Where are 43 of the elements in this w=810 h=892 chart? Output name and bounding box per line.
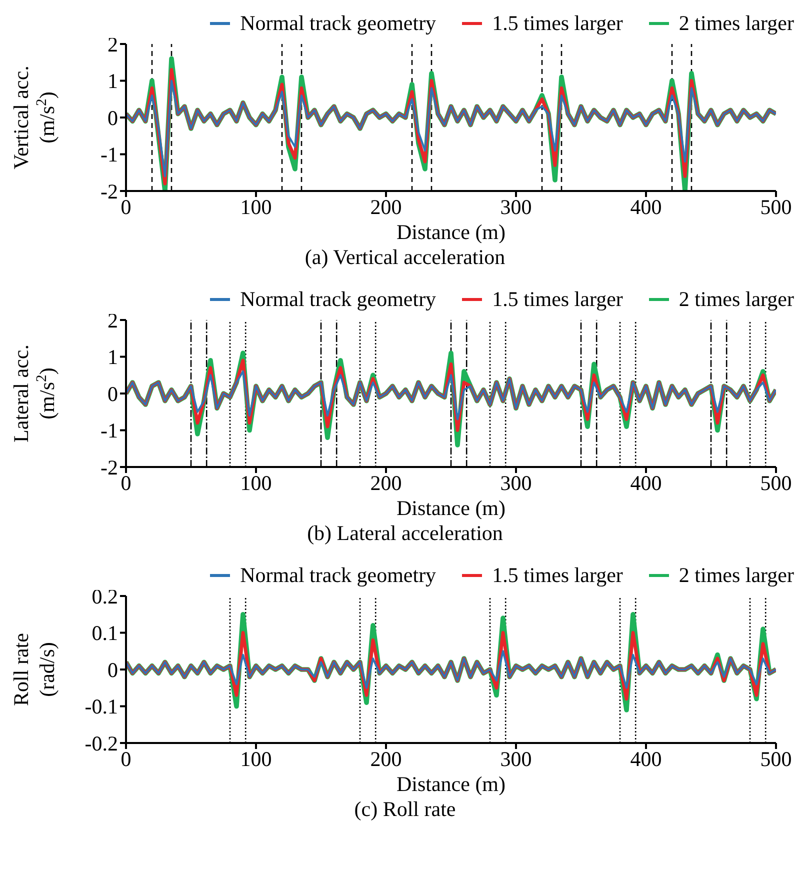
line-series <box>126 370 776 420</box>
line-series <box>126 650 776 689</box>
x-tick-label: 100 <box>240 746 272 771</box>
x-tick-label: 400 <box>630 194 662 219</box>
x-tick-label: 400 <box>630 470 662 495</box>
x-tick-label: 100 <box>240 470 272 495</box>
y-tick-label: 1 <box>108 69 118 94</box>
x-tick-label: 200 <box>370 746 402 771</box>
legend-label: Normal track geometry <box>240 286 436 310</box>
y-tick-label: 1 <box>108 345 118 370</box>
x-tick-label: 100 <box>240 194 272 219</box>
legend-label: 2 times larger <box>678 10 794 34</box>
legend-label: 1.5 times larger <box>492 286 623 310</box>
y-tick-label: -2 <box>100 179 118 204</box>
x-tick-label: 200 <box>370 194 402 219</box>
legend-label: Normal track geometry <box>240 10 436 34</box>
y-tick-label: 0 <box>108 106 118 130</box>
legend-label: 1.5 times larger <box>492 10 623 34</box>
y-tick-label: -1 <box>100 142 118 167</box>
y-axis-title: Roll rate (rad/s) <box>9 633 59 706</box>
x-tick-label: 500 <box>760 746 792 771</box>
legend-label: 2 times larger <box>678 286 794 310</box>
x-tick-label: 400 <box>630 746 662 771</box>
x-tick-label: 300 <box>500 194 532 219</box>
legend-label: Normal track geometry <box>240 562 436 586</box>
x-tick-label: 300 <box>500 470 532 495</box>
x-tick-label: 500 <box>760 194 792 219</box>
x-tick-label: 300 <box>500 746 532 771</box>
text: (c) Roll rate <box>354 797 456 821</box>
y-tick-label: -1 <box>100 418 118 443</box>
y-tick-label: 0 <box>108 658 118 682</box>
x-tick-label: 500 <box>760 470 792 495</box>
text: (a) Vertical acceleration <box>304 245 506 269</box>
x-tick-label: 200 <box>370 470 402 495</box>
y-tick-label: 0 <box>108 382 118 406</box>
legend-label: 1.5 times larger <box>492 562 623 586</box>
line-series <box>126 80 776 178</box>
legend-label: 2 times larger <box>678 562 794 586</box>
text: (b) Lateral acceleration <box>307 521 503 545</box>
y-tick-label: 0.1 <box>92 621 118 646</box>
y-tick-label: -0.1 <box>84 694 118 719</box>
y-tick-label: -0.2 <box>84 731 118 756</box>
y-tick-label: -2 <box>100 455 118 480</box>
